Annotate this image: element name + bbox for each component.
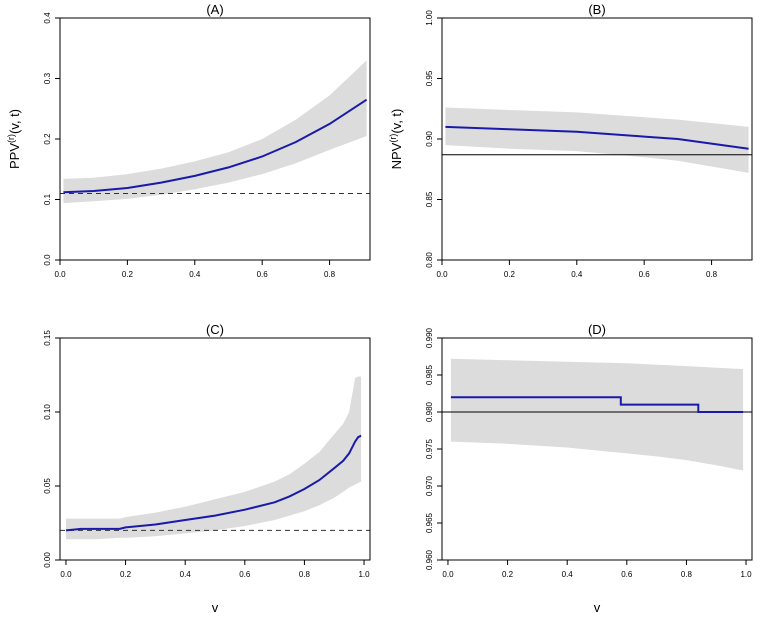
panel-b-y-tick-label: 0.80 [425,252,434,268]
panel-b-y-tick-label: 0.85 [425,191,434,207]
panel-a-x-tick-label: 0.2 [122,270,134,279]
panel-d-y-tick-label: 0.980 [425,401,434,422]
panel-c-x-tick-label: 0.0 [60,570,72,579]
panel-d-x-tick-label: 0.2 [502,570,514,579]
panel-b-title: (B) [588,2,605,17]
panel-b-y-tick-label: 1.00 [425,10,434,26]
panel-a-confidence-band [63,60,367,204]
panel-d-x-tick-label: 1.0 [740,570,752,579]
panel-c-x-axis: 0.0 0.2 0.4 0.6 0.8 1.0 [60,560,370,579]
panel-c-plot-frame [59,337,371,561]
panel-c-x-tick-label: 0.2 [120,570,132,579]
panel-c-y-tick-label: 0.05 [43,478,52,494]
panel-a-x-tick-label: 0.6 [257,270,269,279]
panel-c-estimate-line [65,434,362,532]
panel-c-y-tick-label: 0.15 [43,330,52,346]
panel-d-estimate-line [450,396,744,413]
panel-a-x-tick-label: 0.4 [189,270,201,279]
panel-d-x-axis: 0.0 0.2 0.4 0.6 0.8 1.0 [442,560,752,579]
panel-d-x-tick-label: 0.6 [621,570,633,579]
panel-b-y-axis-title: NPV(r)(v, t) [388,109,404,170]
panel-a-title: (A) [206,2,223,17]
panel-b-y-tick-label: 0.95 [425,70,434,86]
panel-c: (C) 0.000.050.100.15 0.0 0.2 0.4 0.6 0.8 1.0 … [43,322,371,615]
panel-a-y-tick-label: 0.2 [43,133,52,145]
panel-b-x-tick-label: 0.2 [504,270,516,279]
panel-d-x-tick-label: 0.4 [562,570,574,579]
panel-a-y-axis: 0.0 0.1 0.2 0.3 0.4 [43,12,60,266]
panel-a-y-tick-label: 0.1 [43,193,52,205]
panel-a-x-tick-label: 0.8 [324,270,336,279]
panel-b-confidence-band [445,107,749,173]
panel-a-y-axis-title: PPV(r)(v, t) [6,109,22,169]
panel-b-x-tick-label: 0.0 [436,270,448,279]
panel-b-x-axis: 0.0 0.2 0.4 0.6 0.8 [436,260,718,279]
panel-c-y-tick-label: 0.00 [43,552,52,568]
panel-d: (D) 0.9600.9650.9700.9750.9800.9850.990 … [425,322,753,615]
panel-a-y-tick-label: 0.4 [43,12,52,24]
panel-a-x-axis: 0.0 0.2 0.4 0.6 0.8 [54,260,336,279]
panel-b-x-tick-label: 0.6 [639,270,651,279]
panel-c-y-axis: 0.00 0.05 0.10 0.15 [43,330,60,568]
panel-a-estimate-line [63,98,368,194]
panel-d-y-tick-label: 0.960 [425,549,434,570]
panel-c-x-tick-label: 0.8 [299,570,311,579]
panel-b: (B) 0.80 0.85 0.90 0.95 1.00 0.0 0.2 0.4 0.6 0.8… [388,2,753,279]
panel-d-x-tick-label: 0.0 [442,570,454,579]
panel-d-y-tick-label: 0.970 [425,475,434,496]
panel-d-y-tick-label: 0.975 [425,438,434,459]
panel-c-confidence-band [66,376,362,540]
panel-b-x-tick-label: 0.8 [706,270,718,279]
panel-a-y-tick-label: 0.3 [43,72,52,84]
panel-c-x-axis-title: v [212,600,219,615]
panel-d-confidence-band [450,358,744,471]
panel-c-x-tick-label: 0.6 [239,570,251,579]
panel-d-y-tick-label: 0.965 [425,512,434,533]
panel-d-y-tick-label: 0.990 [425,327,434,348]
panel-b-x-tick-label: 0.4 [571,270,583,279]
panel-d-y-axis: 0.960 0.965 0.970 0.975 0.980 0.985 0.990 [425,327,442,570]
panel-d-title: (D) [588,322,606,337]
panel-c-title: (C) [206,322,224,337]
panel-b-y-axis: 0.80 0.85 0.90 0.95 1.00 [425,10,442,268]
panel-a-y-tick-label: 0.0 [43,254,52,266]
panel-c-x-tick-label: 0.4 [180,570,192,579]
panel-d-y-tick-label: 0.985 [425,364,434,385]
panel-c-y-tick-label: 0.10 [43,404,52,420]
panel-b-estimate-line [445,125,749,150]
panel-d-x-tick-label: 0.8 [681,570,693,579]
panel-a-x-tick-label: 0.0 [54,270,66,279]
panel-b-y-tick-label: 0.90 [425,131,434,147]
panel-c-x-tick-label: 1.0 [358,570,370,579]
panel-d-x-axis-title: v [594,600,601,615]
panel-a: (A) 0.0 0.1 0.2 0.3 0.4 0.0 0.2 0.4 0.6 0.8 PPV(… [6,2,371,279]
